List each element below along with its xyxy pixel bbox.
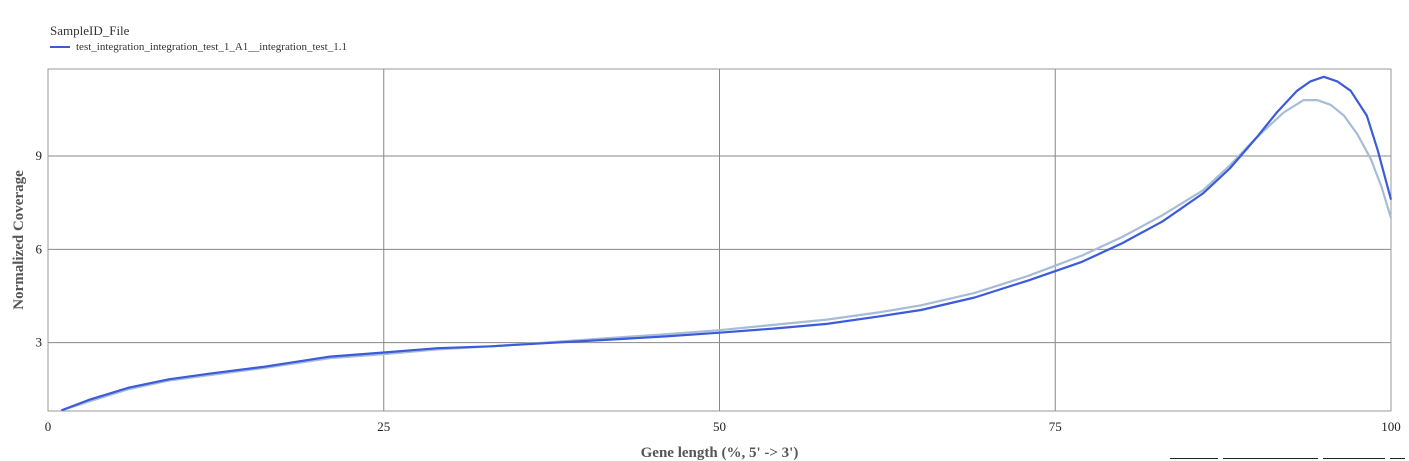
x-tick-label: 0	[45, 419, 52, 434]
legend-entry-label: test_integration_integration_test_1_A1__…	[76, 41, 347, 53]
footer-divider	[1390, 458, 1405, 459]
x-tick-label: 50	[713, 419, 726, 434]
y-tick-label: 6	[36, 241, 43, 256]
x-tick-label: 100	[1381, 419, 1401, 434]
legend-entry[interactable]: test_integration_integration_test_1_A1__…	[50, 40, 347, 54]
x-tick-label: 25	[377, 419, 390, 434]
footer-divider	[1223, 458, 1318, 459]
x-tick-label: 75	[1049, 419, 1062, 434]
y-tick-label: 9	[36, 148, 43, 163]
x-axis-label: Gene length (%, 5' -> 3')	[641, 445, 799, 461]
y-axis-label: Normalized Coverage	[11, 170, 27, 310]
footer-divider	[1170, 458, 1218, 459]
legend-title: SampleID_File	[50, 23, 130, 38]
series-line-primary[interactable]	[61, 75, 1393, 412]
legend-line-swatch-icon	[50, 46, 70, 48]
series-line-secondary[interactable]	[61, 99, 1393, 412]
footer-divider	[1323, 458, 1385, 459]
plot-frame	[47, 68, 1392, 412]
y-axis: 3 6 9	[36, 148, 43, 350]
y-tick-label: 3	[36, 335, 43, 350]
legend: SampleID_File test_integration_integrati…	[50, 23, 347, 54]
x-axis: 0 25 50 75 100	[45, 419, 1401, 434]
grid-lines	[48, 69, 1391, 411]
series-layer	[61, 75, 1393, 412]
